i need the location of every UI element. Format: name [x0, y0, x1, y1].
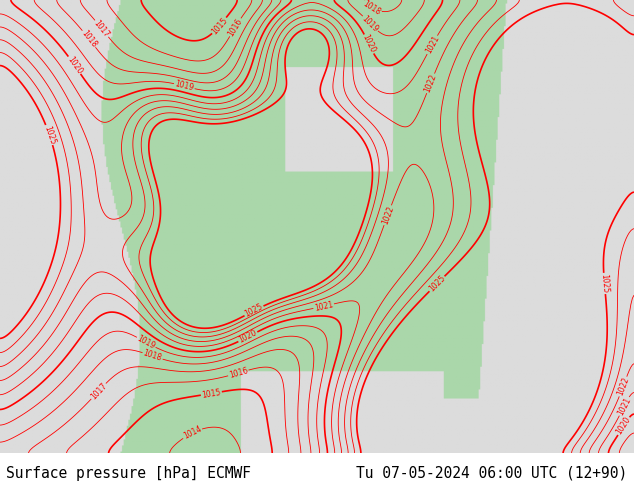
Text: 1025: 1025	[599, 273, 610, 294]
Text: 1022: 1022	[616, 376, 631, 397]
Text: 1017: 1017	[92, 18, 111, 39]
Text: 1018: 1018	[142, 349, 163, 363]
Text: 1021: 1021	[616, 396, 633, 417]
Text: 1025: 1025	[243, 302, 264, 319]
Text: 1021: 1021	[313, 300, 334, 313]
Text: 1022: 1022	[380, 205, 395, 226]
Text: Tu 07-05-2024 06:00 UTC (12+90): Tu 07-05-2024 06:00 UTC (12+90)	[356, 466, 628, 481]
Text: 1016: 1016	[228, 366, 249, 380]
Text: 1014: 1014	[182, 425, 203, 441]
Text: 1019: 1019	[136, 334, 157, 351]
Text: 1022: 1022	[423, 73, 438, 94]
Text: 1015: 1015	[201, 388, 221, 399]
Text: 1016: 1016	[226, 17, 244, 38]
Text: 1019: 1019	[360, 14, 380, 34]
Text: 1020: 1020	[614, 416, 633, 437]
Text: 1020: 1020	[361, 33, 377, 54]
Text: 1020: 1020	[65, 55, 84, 75]
Text: 1025: 1025	[42, 124, 57, 146]
Text: 1017: 1017	[89, 381, 108, 401]
Text: 1020: 1020	[237, 328, 259, 345]
Text: 1025: 1025	[427, 274, 447, 294]
Text: 1018: 1018	[361, 0, 382, 17]
Text: 1021: 1021	[424, 34, 441, 55]
Text: 1018: 1018	[79, 28, 98, 49]
Text: Surface pressure [hPa] ECMWF: Surface pressure [hPa] ECMWF	[6, 466, 251, 481]
Text: 1019: 1019	[174, 79, 195, 93]
Text: 1015: 1015	[210, 16, 230, 36]
